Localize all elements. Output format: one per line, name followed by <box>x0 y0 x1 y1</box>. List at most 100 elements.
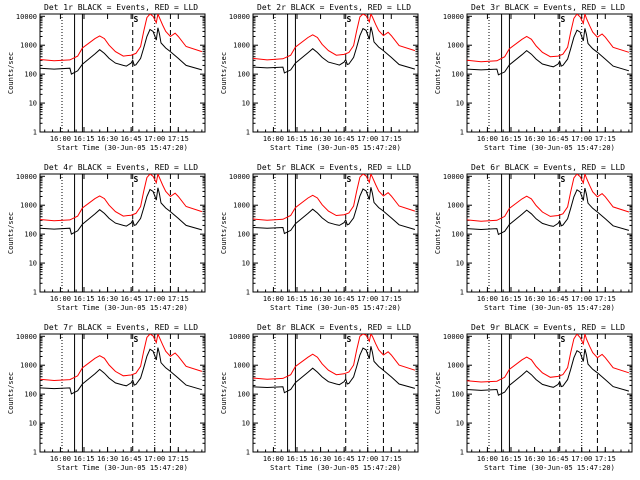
x-tick-label: 16:15 <box>73 455 94 463</box>
x-tick-label: 16:45 <box>548 295 569 303</box>
x-axis-label: Start Time (30-Jun-05 15:47:20) <box>484 464 615 472</box>
x-tick-label: 17:00 <box>571 295 592 303</box>
detector-panel-9: Det 9r BLACK = Events, RED = LLD 1 10 100 10… <box>434 323 633 472</box>
saa-marker-label: S <box>134 335 139 344</box>
y-tick-label: 1 <box>246 449 250 457</box>
y-tick-label: 1000 <box>20 42 37 50</box>
y-tick-label: 10 <box>29 100 37 108</box>
detector-panel-7: Det 7r BLACK = Events, RED = LLD 1 10 100 10… <box>7 323 206 472</box>
panel-title: Det 6r BLACK = Events, RED = LLD <box>471 163 625 172</box>
x-tick-label: 16:15 <box>500 135 521 143</box>
y-tick-label: 1000 <box>233 42 250 50</box>
x-axis-label: Start Time (30-Jun-05 15:47:20) <box>270 144 401 152</box>
saa-marker-label: S <box>347 15 352 24</box>
x-axis-label: Start Time (30-Jun-05 15:47:20) <box>57 304 188 312</box>
x-axis-label: Start Time (30-Jun-05 15:47:20) <box>270 464 401 472</box>
y-tick-label: 100 <box>24 231 37 239</box>
y-tick-label: 10000 <box>443 13 464 21</box>
y-axis-label: Counts/sec <box>220 372 228 414</box>
x-tick-label: 16:00 <box>477 455 498 463</box>
x-tick-label: 16:00 <box>50 135 71 143</box>
panel-title: Det 9r BLACK = Events, RED = LLD <box>471 323 625 332</box>
detector-panel-2: Det 2r BLACK = Events, RED = LLD 1 10 100 10… <box>220 3 419 152</box>
y-tick-label: 100 <box>451 391 464 399</box>
lld-series-line <box>253 334 416 380</box>
x-tick-label: 16:15 <box>286 295 307 303</box>
y-tick-label: 100 <box>451 71 464 79</box>
x-tick-label: 16:30 <box>524 135 545 143</box>
x-tick-label: 16:00 <box>263 135 284 143</box>
x-tick-label: 17:00 <box>144 455 165 463</box>
panel-title: Det 8r BLACK = Events, RED = LLD <box>257 323 411 332</box>
plot-frame <box>466 333 633 453</box>
x-tick-label: 17:15 <box>168 455 189 463</box>
y-tick-label: 1 <box>460 289 464 297</box>
panel-title: Det 4r BLACK = Events, RED = LLD <box>44 163 198 172</box>
events-series-line <box>253 187 416 235</box>
x-tick-label: 16:45 <box>548 135 569 143</box>
panel-title: Det 1r BLACK = Events, RED = LLD <box>44 3 198 12</box>
events-series-line <box>253 346 416 394</box>
y-axis-label: Counts/sec <box>7 52 15 94</box>
x-tick-label: 16:15 <box>500 295 521 303</box>
y-tick-label: 10000 <box>443 173 464 181</box>
y-tick-label: 10 <box>29 260 37 268</box>
x-tick-label: 16:00 <box>263 295 284 303</box>
y-axis-label: Counts/sec <box>434 212 442 254</box>
plot-frame <box>252 173 419 293</box>
x-axis-label: Start Time (30-Jun-05 15:47:20) <box>484 304 615 312</box>
detector-panel-5: Det 5r BLACK = Events, RED = LLD 1 10 100 10… <box>220 163 419 312</box>
y-tick-label: 1000 <box>233 202 250 210</box>
x-tick-label: 16:30 <box>524 295 545 303</box>
events-series-line <box>40 347 203 395</box>
detector-panel-3: Det 3r BLACK = Events, RED = LLD 1 10 100 10… <box>434 3 633 152</box>
y-tick-label: 10000 <box>443 333 464 341</box>
x-axis-label: Start Time (30-Jun-05 15:47:20) <box>484 144 615 152</box>
panel-title: Det 3r BLACK = Events, RED = LLD <box>471 3 625 12</box>
y-tick-label: 10000 <box>16 13 37 21</box>
x-tick-label: 16:30 <box>310 135 331 143</box>
y-tick-label: 1000 <box>447 362 464 370</box>
y-tick-label: 100 <box>237 71 250 79</box>
x-tick-label: 17:00 <box>357 455 378 463</box>
x-tick-label: 17:00 <box>571 135 592 143</box>
x-tick-label: 17:15 <box>168 295 189 303</box>
y-tick-label: 1 <box>460 129 464 137</box>
x-tick-label: 16:00 <box>50 295 71 303</box>
y-tick-label: 10000 <box>229 333 250 341</box>
y-axis-label: Counts/sec <box>434 52 442 94</box>
plot-frame <box>466 173 633 293</box>
y-tick-label: 1000 <box>20 202 37 210</box>
x-axis-label: Start Time (30-Jun-05 15:47:20) <box>57 144 188 152</box>
y-axis-label: Counts/sec <box>220 52 228 94</box>
x-tick-label: 16:30 <box>97 295 118 303</box>
events-series-line <box>467 187 630 236</box>
x-tick-label: 17:15 <box>595 455 616 463</box>
saa-marker-label: S <box>347 335 352 344</box>
x-tick-label: 17:15 <box>168 135 189 143</box>
x-tick-label: 16:15 <box>73 295 94 303</box>
x-tick-label: 17:00 <box>144 135 165 143</box>
x-tick-label: 17:00 <box>571 455 592 463</box>
x-tick-label: 16:30 <box>310 455 331 463</box>
y-tick-label: 10000 <box>229 173 250 181</box>
lld-series-line <box>40 14 203 62</box>
y-tick-label: 10 <box>456 100 464 108</box>
y-tick-label: 10 <box>456 420 464 428</box>
plot-frame <box>252 13 419 133</box>
lld-series-line <box>253 14 416 61</box>
x-tick-label: 16:00 <box>477 295 498 303</box>
saa-marker-label: S <box>134 15 139 24</box>
events-series-line <box>253 26 416 74</box>
saa-marker-label: S <box>561 15 566 24</box>
x-tick-label: 16:45 <box>121 295 142 303</box>
plot-frame <box>39 333 206 453</box>
y-tick-label: 1 <box>33 129 37 137</box>
x-tick-label: 16:45 <box>334 295 355 303</box>
y-axis-label: Counts/sec <box>220 212 228 254</box>
detector-panel-1: Det 1r BLACK = Events, RED = LLD 1 10 100 10… <box>7 3 206 152</box>
y-tick-label: 1000 <box>20 362 37 370</box>
x-tick-label: 16:00 <box>263 455 284 463</box>
y-axis-label: Counts/sec <box>7 212 15 254</box>
